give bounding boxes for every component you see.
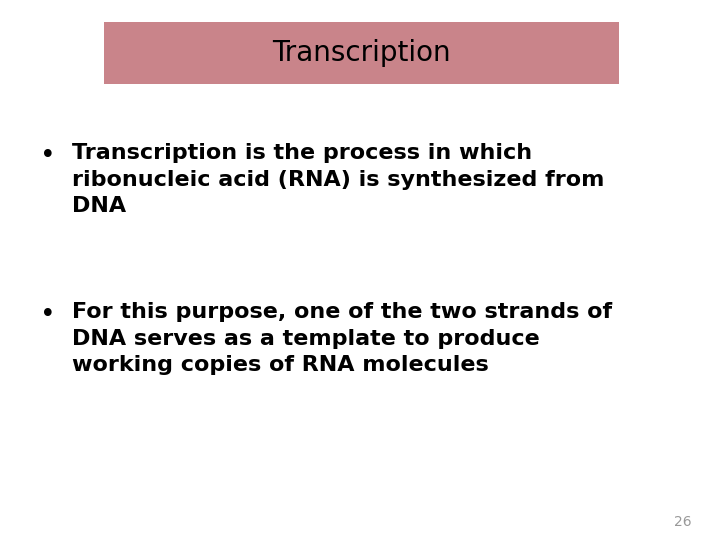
Text: For this purpose, one of the two strands of
DNA serves as a template to produce
: For this purpose, one of the two strands… xyxy=(72,302,612,375)
Text: •: • xyxy=(40,143,55,169)
Text: Transcription: Transcription xyxy=(272,39,451,66)
Text: Transcription is the process in which
ribonucleic acid (RNA) is synthesized from: Transcription is the process in which ri… xyxy=(72,143,604,216)
Text: •: • xyxy=(40,302,55,328)
FancyBboxPatch shape xyxy=(104,22,619,84)
Text: 26: 26 xyxy=(674,515,691,529)
